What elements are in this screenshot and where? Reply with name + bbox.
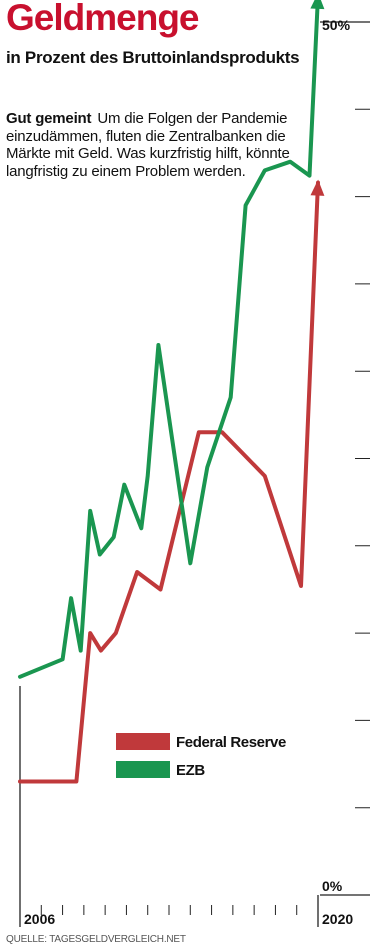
- source-note: QUELLE: TAGESGELDVERGLEICH.NET: [6, 934, 186, 945]
- y-tick-label-top: 50%: [322, 17, 351, 33]
- legend-label-federal-reserve: Federal Reserve: [176, 734, 286, 751]
- series-line-ezb: [18, 0, 320, 679]
- legend-swatch-ezb: [116, 761, 170, 778]
- intro-text: Um die Folgen der Pandemie einzudämmen, …: [6, 110, 290, 180]
- y-tick-label-bottom: 0%: [322, 878, 343, 894]
- arrowhead-ezb: [310, 0, 325, 10]
- x-tick-label-end: 2020: [322, 911, 353, 927]
- page-title: Geldmenge: [6, 0, 199, 38]
- y-tick-marks: [320, 21, 370, 896]
- intro-lead: Gut gemeint: [6, 110, 92, 127]
- x-tick-marks: [40, 905, 298, 915]
- x-tick-label-start: 2006: [24, 911, 55, 927]
- series-line-federal-reserve: [18, 180, 320, 784]
- intro-paragraph: Gut gemeint Um die Folgen der Pandemie ei…: [6, 110, 296, 180]
- page-subtitle: in Prozent des Bruttoinlandsprodukts: [6, 48, 300, 67]
- legend: Federal Reserve EZB: [116, 733, 286, 779]
- arrowhead-federal-reserve: [310, 179, 325, 196]
- series-lines: [18, 0, 325, 784]
- legend-label-ezb: EZB: [176, 762, 205, 779]
- legend-swatch-federal-reserve: [116, 733, 170, 750]
